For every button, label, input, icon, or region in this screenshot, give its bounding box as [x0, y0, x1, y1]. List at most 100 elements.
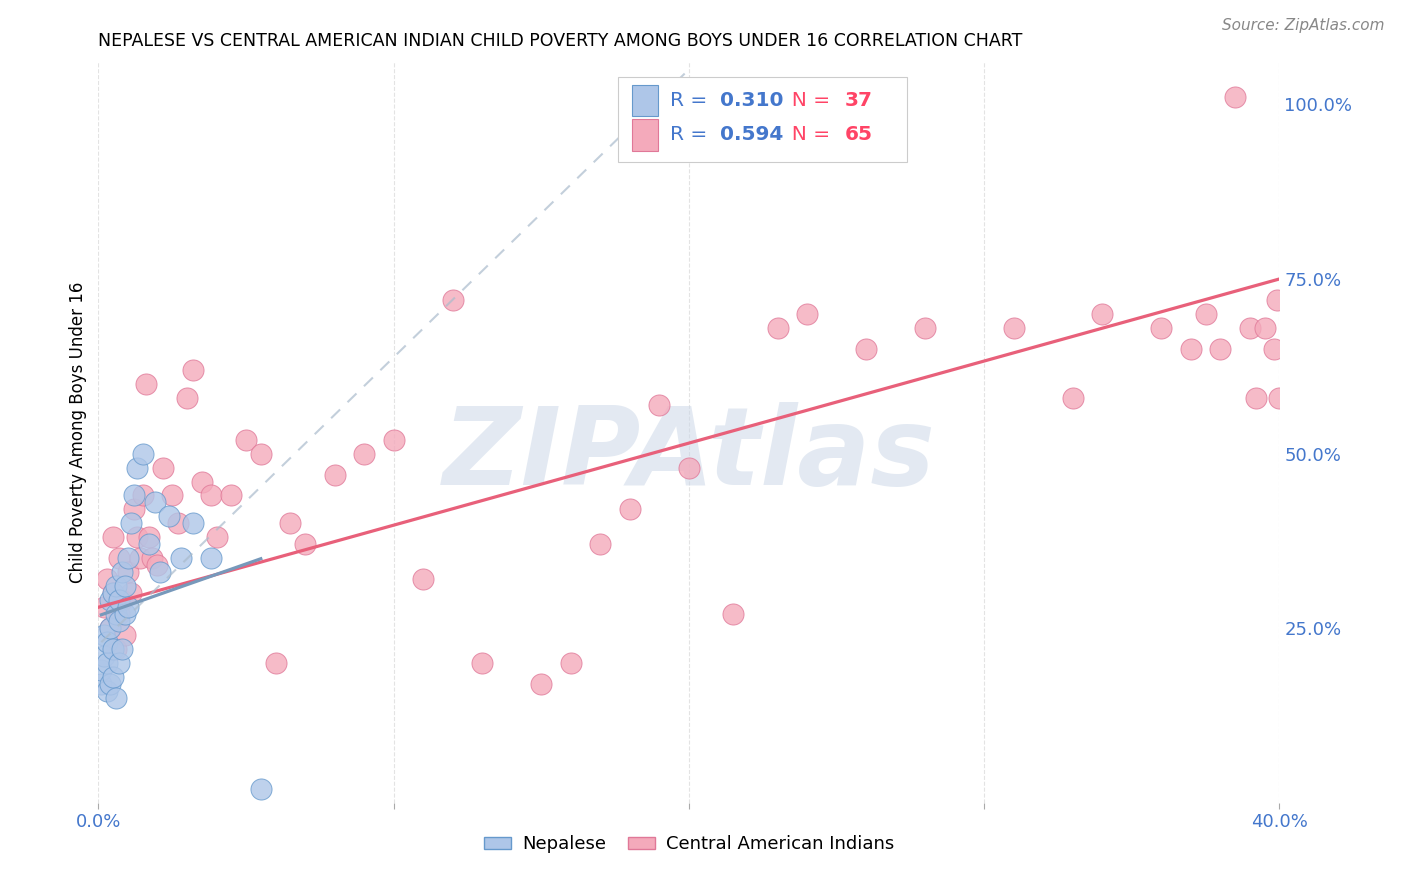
- Point: [1150, 321, 1173, 335]
- Point: [382, 433, 405, 447]
- Point: [111, 566, 134, 580]
- Point: [221, 488, 243, 502]
- Point: [98, 621, 121, 635]
- Bar: [633, 86, 658, 117]
- Point: [914, 321, 936, 335]
- Point: [103, 586, 125, 600]
- Point: [96, 684, 118, 698]
- Point: [90, 677, 112, 691]
- Point: [111, 642, 134, 657]
- Point: [120, 586, 142, 600]
- Point: [117, 551, 139, 566]
- Point: [648, 398, 671, 412]
- Point: [122, 488, 145, 502]
- Point: [103, 530, 125, 544]
- Point: [723, 607, 745, 622]
- Point: [141, 551, 163, 566]
- Point: [589, 537, 612, 551]
- Point: [619, 502, 641, 516]
- Point: [128, 551, 150, 566]
- Text: N =: N =: [779, 92, 837, 111]
- Point: [105, 642, 128, 657]
- Point: [471, 656, 494, 670]
- Point: [96, 635, 118, 649]
- Text: N =: N =: [779, 126, 837, 145]
- Point: [1091, 307, 1114, 321]
- Point: [93, 649, 115, 664]
- Point: [143, 495, 166, 509]
- Point: [98, 677, 121, 691]
- Point: [114, 628, 136, 642]
- Point: [125, 460, 148, 475]
- Point: [167, 516, 190, 531]
- Point: [108, 593, 131, 607]
- Point: [294, 537, 316, 551]
- Point: [200, 551, 222, 566]
- Point: [205, 530, 228, 544]
- Point: [1209, 342, 1232, 356]
- Point: [120, 516, 142, 531]
- Point: [108, 614, 131, 628]
- Point: [280, 516, 302, 531]
- Point: [138, 530, 160, 544]
- Point: [200, 488, 222, 502]
- Point: [1225, 90, 1247, 104]
- Text: NEPALESE VS CENTRAL AMERICAN INDIAN CHILD POVERTY AMONG BOYS UNDER 16 CORRELATIO: NEPALESE VS CENTRAL AMERICAN INDIAN CHIL…: [98, 32, 1022, 50]
- Point: [250, 446, 273, 460]
- Point: [323, 467, 346, 482]
- Point: [1263, 342, 1285, 356]
- Point: [157, 509, 180, 524]
- Point: [114, 607, 136, 622]
- Point: [855, 342, 877, 356]
- Point: [105, 579, 128, 593]
- Point: [103, 586, 125, 600]
- Point: [117, 600, 139, 615]
- Point: [138, 537, 160, 551]
- Point: [181, 363, 204, 377]
- Point: [149, 566, 172, 580]
- Point: [117, 566, 139, 580]
- Point: [766, 321, 789, 335]
- Point: [560, 656, 582, 670]
- Point: [105, 607, 128, 622]
- Point: [1062, 391, 1084, 405]
- Point: [1195, 307, 1218, 321]
- Point: [96, 656, 118, 670]
- Point: [98, 621, 121, 635]
- Point: [103, 670, 125, 684]
- Bar: [633, 120, 658, 151]
- Point: [1002, 321, 1025, 335]
- Point: [108, 607, 131, 622]
- Point: [1244, 391, 1267, 405]
- Point: [152, 460, 174, 475]
- Point: [111, 593, 134, 607]
- Point: [1268, 391, 1291, 405]
- Point: [132, 446, 155, 460]
- Text: R =: R =: [671, 126, 714, 145]
- Point: [132, 488, 155, 502]
- Point: [1265, 293, 1288, 307]
- Text: R =: R =: [671, 92, 714, 111]
- Point: [176, 391, 198, 405]
- Legend: Nepalese, Central American Indians: Nepalese, Central American Indians: [477, 828, 901, 861]
- Point: [90, 663, 112, 677]
- Point: [108, 551, 131, 566]
- Point: [264, 656, 287, 670]
- Point: [146, 558, 169, 573]
- Point: [93, 628, 115, 642]
- Point: [114, 579, 136, 593]
- Text: ZIPAtlas: ZIPAtlas: [443, 401, 935, 508]
- Point: [191, 475, 214, 489]
- Point: [162, 488, 183, 502]
- Point: [170, 551, 193, 566]
- Point: [796, 307, 818, 321]
- Text: 0.310: 0.310: [720, 92, 783, 111]
- Point: [181, 516, 204, 531]
- Point: [135, 376, 157, 391]
- Text: Source: ZipAtlas.com: Source: ZipAtlas.com: [1222, 18, 1385, 33]
- Point: [235, 433, 257, 447]
- Point: [125, 530, 148, 544]
- Point: [105, 691, 128, 706]
- Point: [1180, 342, 1202, 356]
- Point: [678, 460, 700, 475]
